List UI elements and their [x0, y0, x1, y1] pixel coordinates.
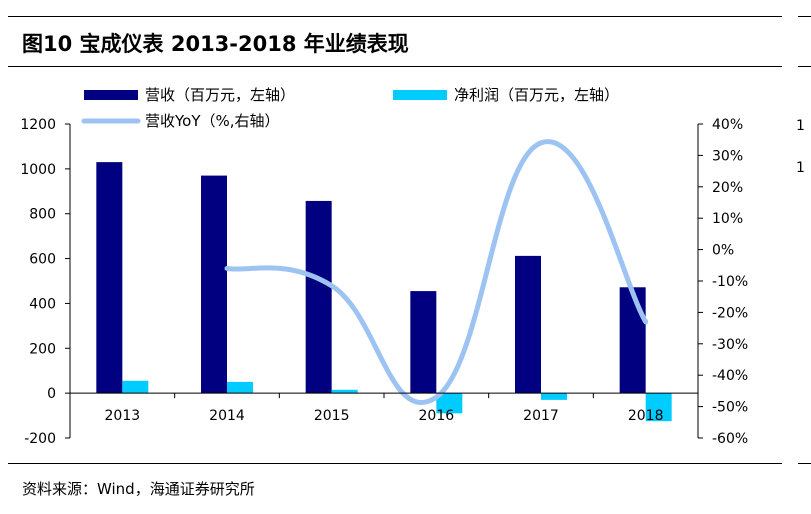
- category-label-2014: 2014: [209, 408, 245, 424]
- legend-label-profit: 净利润（百万元，左轴）: [454, 86, 619, 104]
- left-tick-label-800: 800: [29, 207, 56, 223]
- profit-bar-2018: [645, 393, 672, 422]
- left-tick-label-200: 200: [29, 341, 56, 357]
- profit-bar-2016: [436, 393, 463, 414]
- neighbor-rule-bottom: [798, 463, 811, 464]
- profit-bar-2017: [541, 393, 567, 400]
- category-label-2015: 2015: [314, 408, 350, 424]
- right-tick-label--30: -30%: [712, 337, 748, 353]
- category-label-2017: 2017: [523, 408, 559, 424]
- neighbor-rule-mid: [798, 66, 811, 67]
- revenue-bar-2013: [96, 162, 123, 394]
- left-tick-label-1200: 1200: [20, 117, 56, 133]
- profit-bar-2013: [122, 380, 149, 394]
- neighbor-fragment-2: 1: [796, 160, 805, 176]
- revenue-bar-2014: [201, 175, 227, 394]
- category-label-2016: 2016: [419, 408, 455, 424]
- right-tick-label--20: -20%: [712, 305, 748, 321]
- revenue-bar-2018: [619, 287, 646, 394]
- chart-figure: 图10 宝成仪表 2013-2018 年业绩表现 -200 0 200 400 600 8…: [8, 16, 782, 498]
- right-tick-label--60: -60%: [712, 431, 748, 447]
- legend-label-revenue: 营收（百万元，左轴）: [145, 86, 295, 104]
- right-tick-label-30: 30%: [712, 148, 743, 164]
- legend-swatch-revenue: [84, 90, 138, 100]
- left-tick-label--200: -200: [24, 431, 56, 447]
- title-bottom-rule: [8, 66, 782, 67]
- right-tick-label--10: -10%: [712, 274, 748, 290]
- right-tick-label-0: 0%: [712, 243, 734, 259]
- neighbor-fragment-1: 1: [796, 118, 805, 134]
- yoy-line: [224, 139, 649, 406]
- legend-swatch-profit: [393, 90, 447, 100]
- title-top-rule: [8, 16, 782, 17]
- revenue-bar-2016: [410, 291, 437, 394]
- source-top-rule: [8, 463, 782, 464]
- neighbor-rule-top: [798, 16, 811, 17]
- left-tick-label-400: 400: [29, 296, 56, 312]
- revenue-bar-2017: [515, 255, 541, 394]
- chart-svg: -200 0 200 400 600 800 1000 1200 -60% -50% -40% -30…: [20, 86, 748, 447]
- category-label-2013: 2013: [105, 408, 141, 424]
- right-tick-label-40: 40%: [712, 117, 743, 133]
- left-tick-label-600: 600: [29, 252, 56, 268]
- right-tick-label-20: 20%: [712, 180, 743, 196]
- profit-bar-2015: [331, 389, 358, 394]
- revenue-bar-2015: [305, 200, 332, 394]
- left-tick-label-1000: 1000: [20, 162, 56, 178]
- source-note: 资料来源：Wind，海通证券研究所: [22, 480, 255, 498]
- profit-bar-2014: [227, 381, 253, 394]
- figure-title: 图10 宝成仪表 2013-2018 年业绩表现: [22, 32, 409, 56]
- right-tick-label-10: 10%: [712, 211, 743, 227]
- category-label-2018: 2018: [628, 408, 664, 424]
- right-tick-label--50: -50%: [712, 400, 748, 416]
- left-tick-label-0: 0: [47, 386, 56, 402]
- right-tick-label--40: -40%: [712, 368, 748, 384]
- legend-label-yoy: 营收YoY（%,右轴）: [145, 112, 280, 130]
